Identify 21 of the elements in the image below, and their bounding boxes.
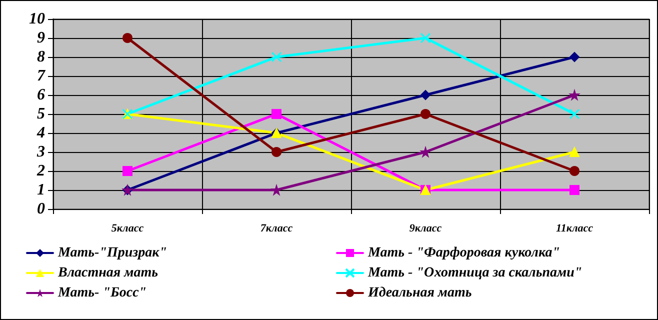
y-tick-label: 7 <box>37 68 46 84</box>
legend-label: Мать-"Призрак" <box>57 246 167 260</box>
y-tick-label: 3 <box>36 144 45 160</box>
y-tick-label: 6 <box>37 86 45 104</box>
legend-label: Мать - "Фарфоровая куколка" <box>367 246 560 260</box>
legend-label: Мать - "Охотница за скальпами" <box>367 266 582 280</box>
legend-label: Мать- "Босс" <box>57 286 147 300</box>
y-tick-label: 1 <box>37 182 45 198</box>
y-tick-label: 9 <box>37 30 45 46</box>
y-tick-label: 5 <box>37 106 45 122</box>
y-tick-label: 2 <box>36 162 45 180</box>
y-tick-label: 10 <box>29 10 45 28</box>
x-tick-label: 11класс <box>556 222 594 234</box>
x-tick-label: 7класс <box>260 222 293 234</box>
y-tick-label: 8 <box>37 48 45 66</box>
legend-label: Идеальная мать <box>367 286 472 300</box>
x-tick-label: 9класс <box>409 222 442 234</box>
legend-label: Властная мать <box>57 266 158 280</box>
y-tick-label: 0 <box>37 200 45 218</box>
x-tick-label: 5класс <box>111 222 144 234</box>
y-tick-label: 4 <box>36 124 45 142</box>
